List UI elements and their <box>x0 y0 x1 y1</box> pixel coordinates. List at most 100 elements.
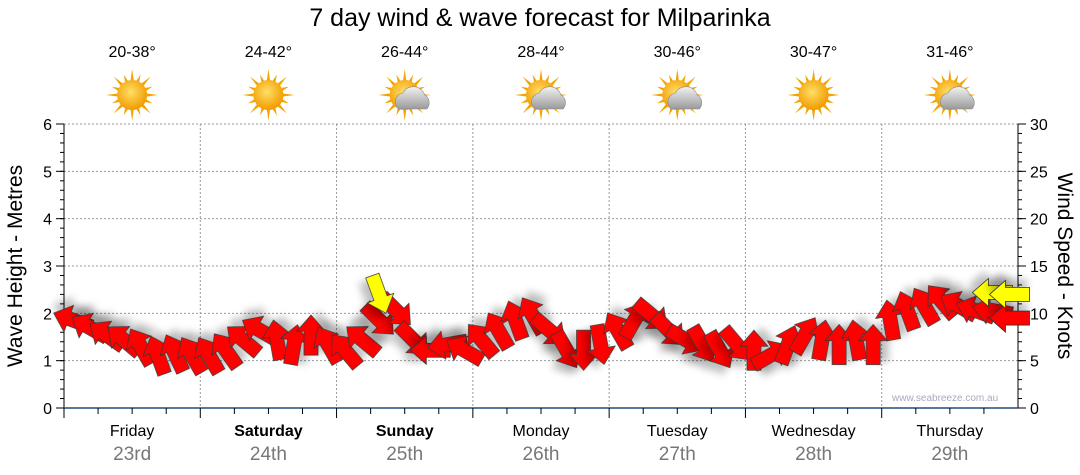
sun-ray <box>144 86 153 92</box>
day-label: Wednesday <box>771 423 855 440</box>
sun-ray <box>793 98 802 104</box>
sun-ray <box>539 108 543 121</box>
cloud-shape <box>394 86 430 110</box>
sun-ray <box>408 74 414 83</box>
sun-disc <box>117 80 148 110</box>
date-label: 26th <box>523 444 560 465</box>
day-label: Friday <box>110 423 154 440</box>
y2-tick-label: 30 <box>1030 117 1048 134</box>
y-tick-label: 3 <box>43 259 52 276</box>
sun-ray <box>948 108 952 121</box>
date-label: 25th <box>386 444 423 465</box>
sun-ray <box>941 74 947 83</box>
sun-ray <box>266 108 271 121</box>
sun-ray <box>272 74 277 83</box>
sun-disc <box>798 80 829 110</box>
sun-ray <box>384 98 393 104</box>
date-label: 27th <box>659 444 696 465</box>
sun-ray <box>250 103 260 114</box>
sun-ray <box>111 86 120 92</box>
sun-ray <box>929 86 938 92</box>
cloud-shape <box>667 86 703 110</box>
sun-icon <box>242 69 295 121</box>
temperature-range: 30-47° <box>790 44 837 61</box>
partly-cloudy-icon <box>378 69 431 121</box>
sun-ray <box>931 76 942 87</box>
gust-arrow <box>365 272 395 314</box>
wind-arrow <box>211 333 244 372</box>
wind-arrow <box>446 335 486 367</box>
chart-title: 7 day wind & wave forecast for Milparink… <box>309 4 771 32</box>
wind-arrow <box>483 312 516 352</box>
date-label: 23rd <box>113 444 151 465</box>
sun-ray <box>685 76 696 87</box>
wind-arrow <box>909 287 941 328</box>
sun-ray <box>106 93 119 97</box>
sun-ray <box>378 93 391 97</box>
sun-ray <box>923 93 936 97</box>
temperature-range: 30-46° <box>654 44 701 61</box>
sun-ray <box>675 69 679 82</box>
sun-ray <box>260 74 265 83</box>
wind-arrow <box>602 312 635 352</box>
sun-ray <box>277 103 287 114</box>
y2-tick-label: 15 <box>1030 259 1048 276</box>
sun-ray <box>825 86 834 92</box>
sun-ray <box>522 103 533 114</box>
sun-ray <box>811 108 816 121</box>
sun-ray <box>787 93 800 97</box>
sun-ray <box>817 74 822 83</box>
sun-ray <box>822 103 832 114</box>
sun-ray <box>656 98 666 104</box>
day-label: Saturday <box>234 423 303 440</box>
sun-ray <box>795 76 805 87</box>
sun-ray <box>113 103 124 114</box>
sun-ray <box>658 76 669 87</box>
sun-ray <box>123 74 129 83</box>
sun-ray <box>260 107 265 116</box>
wind-arrow <box>177 337 209 377</box>
y2-tick-label: 25 <box>1030 164 1048 181</box>
y-tick-label: 2 <box>43 306 52 323</box>
sun-ray <box>146 93 159 97</box>
sun-ray <box>651 93 664 97</box>
y-tick-label: 5 <box>43 164 52 181</box>
sun-ray <box>958 76 969 87</box>
wind-arrow <box>988 303 1030 333</box>
cloud-shape <box>531 86 566 110</box>
y-tick-label: 0 <box>43 401 52 418</box>
y2-axis-label: Wind Speed - Knots <box>1053 173 1076 360</box>
sun-ray <box>123 107 129 116</box>
wind-arrow <box>279 324 310 366</box>
sun-ray <box>520 98 529 104</box>
y2-tick-label: 10 <box>1030 306 1048 323</box>
sun-ray <box>825 98 834 104</box>
temperature-range: 24-42° <box>245 44 292 61</box>
sun-ray <box>811 69 816 82</box>
y-tick-label: 1 <box>43 354 52 371</box>
y2-tick-label: 20 <box>1030 212 1048 229</box>
date-label: 28th <box>795 444 832 465</box>
sun-ray <box>250 76 260 87</box>
wind-arrow <box>331 334 364 371</box>
wind-arrow <box>858 323 889 365</box>
sun-ray <box>386 76 397 87</box>
sun-ray <box>931 103 942 114</box>
wind-arrow <box>467 324 501 361</box>
day-label: Monday <box>513 423 570 440</box>
wind-arrow <box>359 300 394 335</box>
wind-arrow <box>346 326 383 359</box>
partly-cloudy-icon <box>651 69 704 121</box>
sun-ray <box>140 76 151 87</box>
partly-cloudy-icon <box>515 69 567 121</box>
sun-ray <box>130 69 134 82</box>
sun-ray <box>130 108 134 121</box>
sun-ray <box>113 76 124 87</box>
sun-ray <box>953 74 959 83</box>
sun-ray <box>242 93 255 97</box>
temperature-range: 20-38° <box>108 44 155 61</box>
y2-tick-label: 0 <box>1030 401 1039 418</box>
day-label: Sunday <box>376 423 434 440</box>
sun-ray <box>681 74 686 83</box>
wind-arrow <box>194 337 226 377</box>
